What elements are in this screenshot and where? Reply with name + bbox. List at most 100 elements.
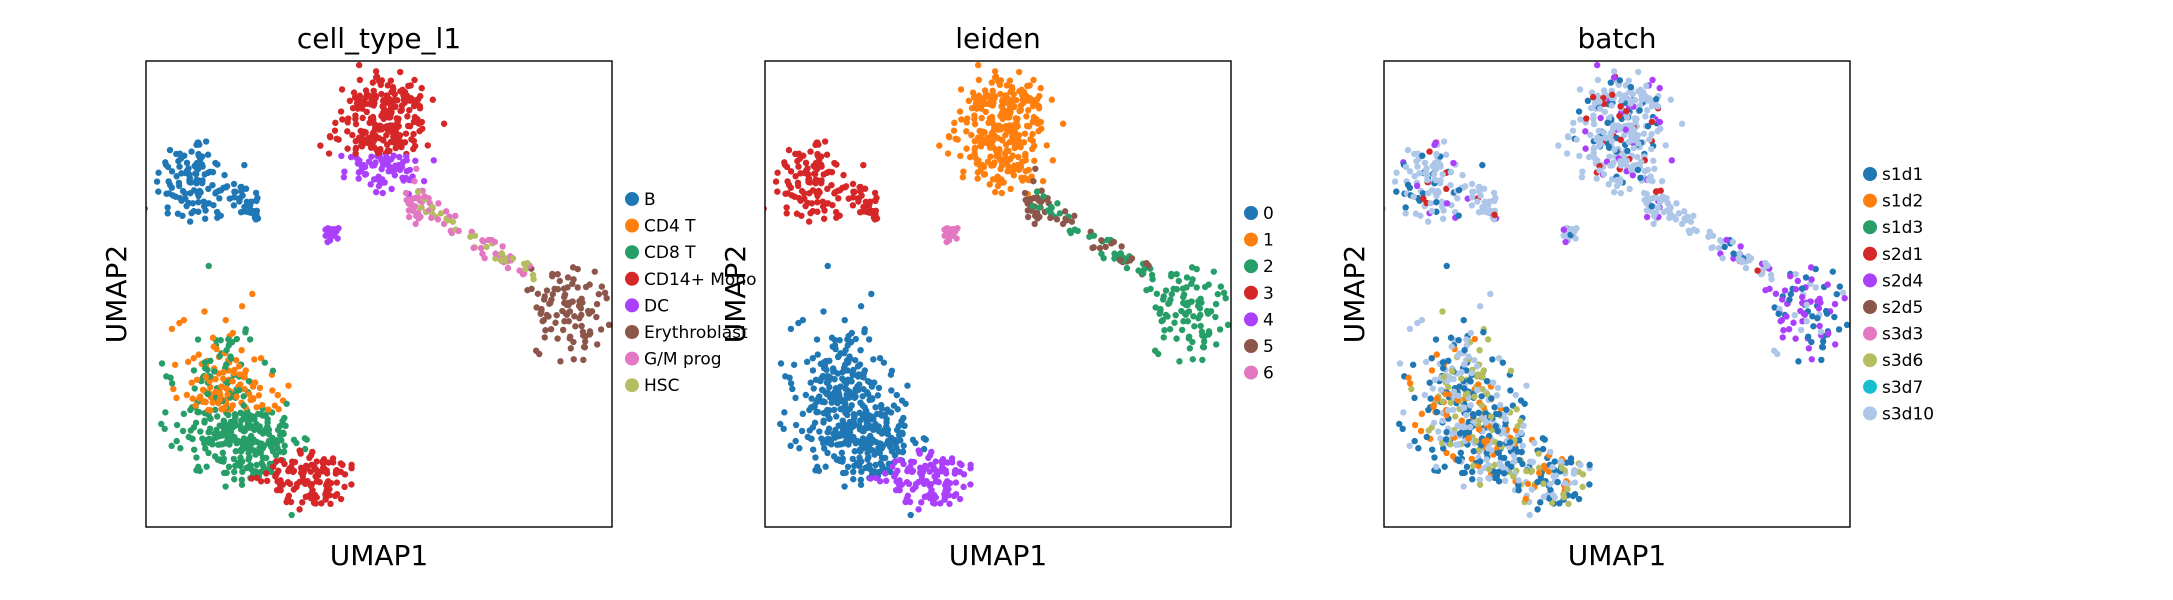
- scatter-point: [164, 210, 171, 217]
- scatter-point: [1210, 268, 1217, 275]
- scatter-point: [1399, 425, 1406, 433]
- scatter-point: [1445, 407, 1452, 414]
- scatter-point: [192, 402, 199, 409]
- scatter-point: [1411, 394, 1418, 402]
- scatter-point: [1468, 369, 1475, 377]
- scatter-point: [954, 136, 961, 143]
- scatter-point: [1495, 354, 1503, 362]
- scatter-point: [803, 358, 811, 366]
- legend-marker: [1244, 365, 1258, 380]
- scatter-point: [388, 185, 395, 193]
- scatter-point: [1680, 208, 1688, 215]
- scatter-point: [378, 90, 385, 98]
- scatter-point: [1396, 420, 1403, 428]
- scatter-point: [597, 326, 605, 333]
- scatter-point: [392, 144, 399, 152]
- scatter-point: [781, 409, 788, 416]
- scatter-point: [1477, 468, 1484, 475]
- scatter-point: [1393, 188, 1400, 195]
- scatter-point: [240, 402, 247, 409]
- scatter-point: [880, 359, 888, 366]
- scatter-point: [1440, 445, 1447, 452]
- scatter-point: [1473, 363, 1481, 370]
- scatter-point: [209, 181, 216, 189]
- scatter-points: [1384, 61, 1850, 519]
- scatter-point: [1468, 180, 1476, 188]
- scatter-point: [1736, 250, 1743, 257]
- scatter-point: [882, 454, 889, 462]
- scatter-point: [1610, 125, 1617, 132]
- scatter-point: [565, 301, 572, 309]
- scatter-point: [479, 237, 486, 244]
- scatter-point: [1780, 327, 1787, 334]
- scatter-point: [1428, 207, 1436, 215]
- legend-label: 3: [1263, 284, 1274, 304]
- scatter-point: [861, 185, 869, 192]
- scatter-point: [1458, 375, 1465, 382]
- legend-label: s3d3: [1882, 325, 1923, 345]
- scatter-point: [861, 328, 868, 336]
- scatter-point: [1535, 464, 1543, 472]
- scatter-point: [297, 450, 304, 457]
- legend-marker: [1244, 285, 1258, 300]
- scatter-point: [322, 490, 329, 498]
- scatter-point: [1611, 146, 1618, 153]
- scatter-point: [1585, 153, 1593, 161]
- scatter-point: [1491, 197, 1498, 205]
- scatter-point: [900, 442, 907, 449]
- scatter-point: [230, 202, 238, 209]
- scatter-point: [1522, 495, 1529, 502]
- scatter-point: [1517, 417, 1524, 425]
- scatter-point: [313, 458, 320, 465]
- scatter-point: [1476, 303, 1484, 310]
- scatter-point: [1497, 401, 1504, 409]
- scatter-point: [248, 466, 255, 473]
- scatter-point: [1819, 344, 1827, 351]
- scatter-point: [1431, 454, 1438, 461]
- scatter-point: [1143, 259, 1150, 267]
- scatter-point: [232, 356, 240, 364]
- scatter-point: [283, 400, 290, 407]
- scatter-point: [1516, 437, 1523, 444]
- legend-label: s2d1: [1882, 245, 1923, 265]
- scatter-point: [820, 215, 828, 222]
- scatter-point: [1486, 475, 1493, 482]
- scatter-point: [856, 208, 864, 216]
- panel-title: batch: [1577, 22, 1656, 55]
- scatter-point: [593, 341, 601, 348]
- scatter-point: [176, 163, 183, 170]
- scatter-point: [1204, 310, 1212, 317]
- scatter-point: [214, 413, 221, 420]
- scatter-point: [347, 153, 355, 161]
- scatter-point: [866, 445, 873, 452]
- scatter-point: [247, 445, 254, 452]
- scatter-point: [1654, 103, 1662, 110]
- scatter-point: [265, 406, 272, 413]
- scatter-point: [1433, 150, 1440, 158]
- scatter-point: [1719, 254, 1726, 262]
- scatter-point: [991, 188, 999, 196]
- scatter-point: [1418, 410, 1426, 418]
- scatter-point: [1723, 236, 1730, 244]
- scatter-point: [1447, 168, 1455, 176]
- scatter-point: [1196, 305, 1204, 312]
- scatter-point: [237, 426, 245, 433]
- scatter-point: [1011, 126, 1018, 133]
- scatter-point: [1644, 123, 1652, 130]
- scatter-point: [855, 371, 862, 378]
- scatter-point: [497, 256, 505, 264]
- scatter-point: [1668, 157, 1676, 164]
- scatter-point: [1003, 126, 1010, 133]
- scatter-point: [930, 463, 937, 471]
- scatter-point: [251, 379, 259, 386]
- scatter-point: [1610, 68, 1618, 75]
- scatter-point: [357, 127, 364, 135]
- scatter-point: [1608, 137, 1616, 145]
- scatter-point: [902, 400, 909, 407]
- scatter-point: [916, 464, 924, 472]
- scatter-point: [1432, 336, 1440, 343]
- scatter-point: [1015, 153, 1022, 161]
- scatter-point: [992, 146, 999, 153]
- scatter-point: [865, 336, 873, 343]
- scatter-point: [789, 385, 796, 393]
